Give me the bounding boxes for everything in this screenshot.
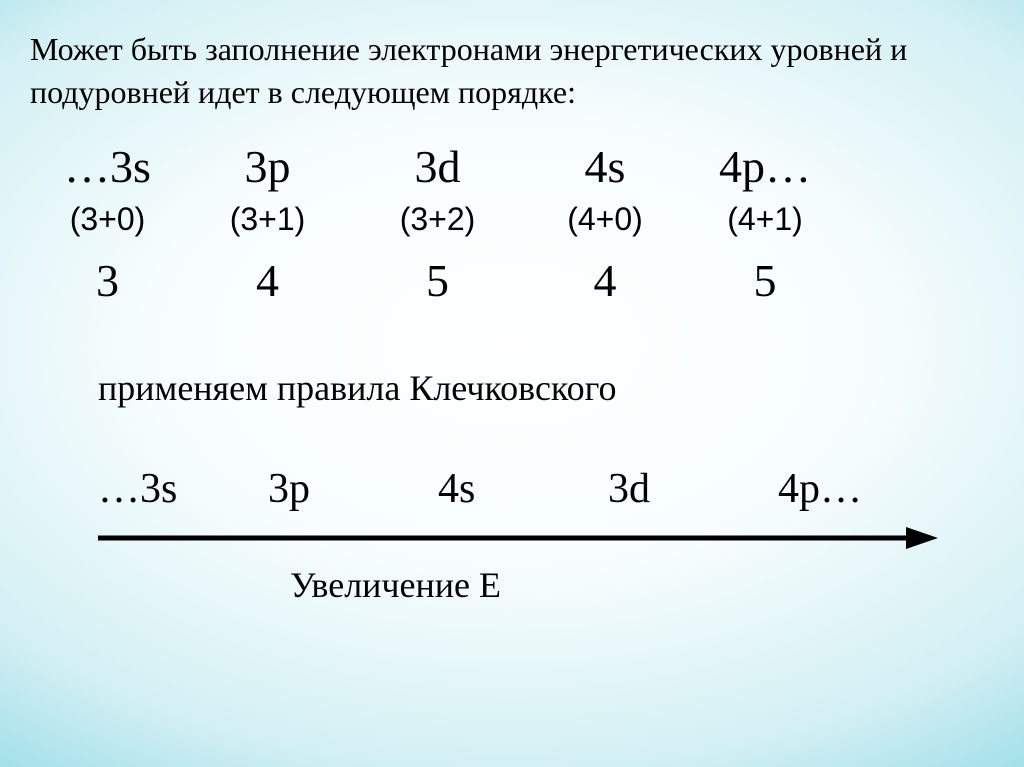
sum-cell: (4+1) <box>685 201 845 238</box>
orbital-ordered-cell: 3d <box>608 465 778 513</box>
increase-label: Увеличение Е <box>290 564 994 606</box>
sum-cell: (3+2) <box>350 201 525 238</box>
orbital-cell: …3s <box>30 142 185 193</box>
total-cell: 5 <box>350 254 525 307</box>
orbital-ordered-cell: …3s <box>98 465 268 513</box>
content-area: Может быть заполнение электронами энерге… <box>30 28 994 606</box>
orbital-cell: 3p <box>185 142 350 193</box>
orbital-cell: 3d <box>350 142 525 193</box>
orbital-ordered-cell: 4s <box>438 465 608 513</box>
orbital-cell: 4s <box>525 142 685 193</box>
total-cell: 3 <box>30 254 185 307</box>
totals-row: 3 4 5 4 5 <box>30 254 994 307</box>
orbital-cell: 4p… <box>685 142 845 193</box>
arrow-icon <box>98 523 938 553</box>
sum-cell: (4+0) <box>525 201 685 238</box>
sums-row: (3+0) (3+1) (3+2) (4+0) (4+1) <box>30 201 994 238</box>
orbital-ordered-cell: 4p… <box>778 465 908 513</box>
total-cell: 5 <box>685 254 845 307</box>
orbitals-initial-row: …3s 3p 3d 4s 4p… <box>30 142 994 193</box>
sum-cell: (3+0) <box>30 201 185 238</box>
slide-title: Может быть заполнение электронами энерге… <box>30 28 994 114</box>
slide: Может быть заполнение электронами энерге… <box>0 0 1024 767</box>
energy-arrow <box>98 523 938 558</box>
total-cell: 4 <box>525 254 685 307</box>
orbitals-ordered-row: …3s 3p 4s 3d 4p… <box>98 465 994 513</box>
rule-text: применяем правила Клечковского <box>98 367 994 409</box>
orbital-ordered-cell: 3p <box>268 465 438 513</box>
total-cell: 4 <box>185 254 350 307</box>
sum-cell: (3+1) <box>185 201 350 238</box>
